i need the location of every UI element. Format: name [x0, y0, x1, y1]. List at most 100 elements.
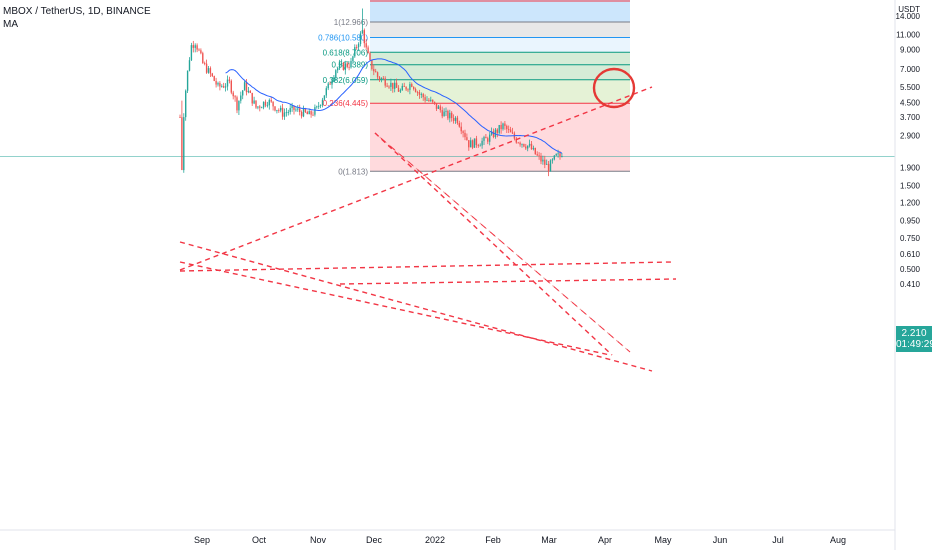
candle-body [528, 143, 531, 146]
candle-body [276, 110, 278, 111]
candle-body [268, 99, 270, 106]
ma-indicator-label[interactable]: MA [3, 19, 18, 30]
candle-body [454, 117, 457, 121]
candle-body [356, 47, 358, 48]
candle-body [521, 143, 523, 145]
candle-body [306, 112, 308, 115]
candle-body [430, 99, 432, 101]
price-tick-label: 1.900 [900, 164, 921, 173]
candle-body [215, 80, 217, 85]
candle-body [272, 101, 274, 107]
candle-body [420, 94, 422, 95]
candle-body [211, 73, 213, 77]
time-tick-label: Oct [252, 535, 267, 545]
candle-body [559, 153, 561, 157]
candle-body [445, 111, 447, 112]
fib-level-label: 0.618(8.706) [323, 48, 369, 57]
candle-body [226, 79, 229, 87]
candle-body [181, 117, 183, 171]
candle-body [536, 154, 538, 156]
candle-body [213, 76, 215, 81]
candle-body [369, 53, 371, 61]
candle-body [411, 84, 413, 87]
fib-level-label: 0.236(4.445) [323, 99, 369, 108]
fib-zone [370, 37, 630, 53]
projection-line [374, 132, 631, 353]
time-tick-label: Apr [598, 535, 612, 545]
candle-body [519, 142, 521, 145]
candle-body [194, 45, 196, 48]
time-tick-label: Aug [830, 535, 846, 545]
candle-body [515, 138, 517, 143]
candle-body [223, 86, 225, 88]
candle-body [508, 129, 510, 131]
candle-body [433, 101, 436, 104]
candle-body [291, 105, 293, 109]
candle-body [380, 78, 383, 80]
fib-zone [370, 52, 630, 65]
candle-body [325, 88, 327, 96]
candle-body [371, 60, 373, 70]
candle-body [280, 107, 282, 111]
candle-body [352, 56, 354, 61]
candle-body [509, 129, 512, 133]
trendline [339, 278, 677, 285]
fib-level-label: 0(1.813) [338, 167, 368, 176]
candle-body [418, 92, 421, 95]
price-tick-label: 1.500 [900, 182, 921, 191]
candle-body [549, 160, 552, 172]
candle-body [468, 140, 470, 148]
candle-body [361, 30, 364, 34]
price-tick-label: 3.700 [900, 113, 921, 122]
candle-body [428, 99, 430, 101]
fib-level-label: 1(12.966) [334, 18, 369, 27]
candle-body [555, 153, 557, 156]
price-tick-label: 0.610 [900, 250, 921, 259]
candle-body [204, 63, 206, 64]
candle-body [308, 111, 310, 115]
candle-body [470, 140, 472, 148]
candle-body [479, 145, 481, 147]
candle-body [327, 83, 329, 89]
currency-label: USDT [898, 5, 920, 14]
fib-zone [370, 22, 630, 38]
candle-body [251, 92, 253, 104]
candle-body [475, 138, 478, 146]
candle-body [264, 101, 267, 106]
candle-body [546, 163, 548, 165]
candle-body [376, 72, 379, 78]
candle-body [432, 99, 434, 102]
candle-body [283, 112, 286, 117]
candle-body [188, 60, 191, 71]
price-tick-label: 11.000 [896, 31, 920, 40]
candle-body [230, 80, 232, 93]
candle-body [232, 92, 234, 97]
candle-body [289, 108, 291, 113]
time-tick-label: Jun [713, 535, 728, 545]
trendline [179, 261, 673, 272]
candle-body [547, 163, 550, 172]
trendline [179, 261, 611, 356]
candle-body [262, 101, 265, 108]
candle-body [202, 53, 204, 64]
candle-body [490, 131, 493, 135]
candle-body [299, 108, 301, 112]
candle-body [312, 114, 314, 116]
candle-body [186, 70, 189, 91]
candle-body [217, 83, 219, 85]
candle-body [395, 82, 398, 88]
candle-body [253, 100, 255, 104]
candle-body [447, 111, 449, 119]
candle-body [394, 82, 396, 89]
trendline [179, 241, 653, 372]
candle-body [487, 138, 489, 142]
candle-body [293, 105, 295, 110]
candle-body [401, 85, 403, 91]
candle-body [243, 82, 246, 91]
candle-body [234, 96, 236, 98]
candle-body [527, 145, 529, 149]
candle-body [219, 83, 221, 87]
candle-body [224, 86, 227, 88]
fib-level-label: 0.5(7.389) [332, 61, 369, 70]
